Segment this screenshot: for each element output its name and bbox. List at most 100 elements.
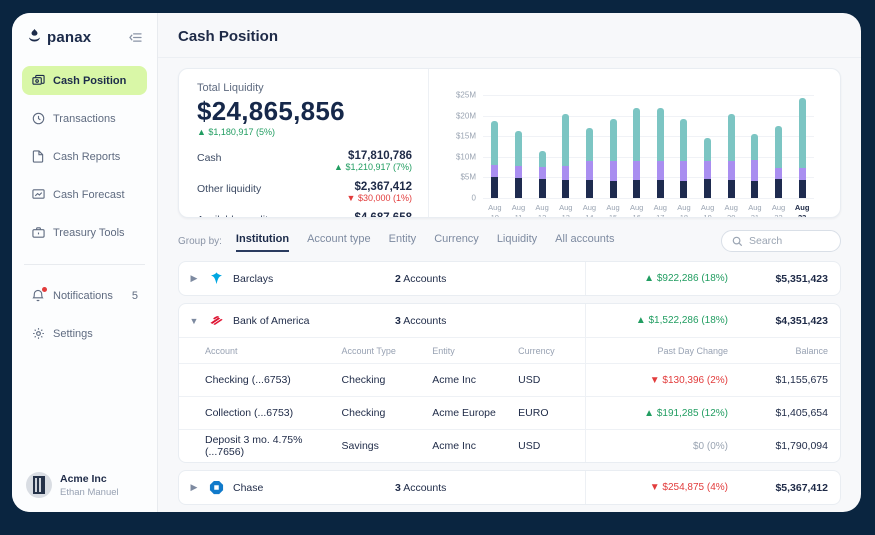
user-profile[interactable]: Acme Inc Ethan Manuel — [22, 472, 147, 498]
bar-segment-other-liquidity — [704, 160, 712, 180]
stacked-bar — [798, 97, 806, 198]
currency: USD — [518, 374, 541, 386]
bar-segment-cash — [727, 179, 735, 198]
chevron-right-icon[interactable]: ▶ — [190, 273, 198, 283]
col-currency: Currency — [518, 345, 555, 356]
col-account: Account — [205, 345, 238, 356]
bar-segment-available-credit — [538, 150, 546, 168]
balance: $1,155,675 — [775, 374, 828, 386]
bar-segment-other-liquidity — [491, 165, 499, 177]
row-label: Other liquidity — [197, 183, 262, 195]
bar-column — [767, 95, 791, 198]
chart-gridline — [483, 177, 814, 179]
row-delta: ▼ $30,000 (1%) — [346, 193, 412, 203]
tab-account-type[interactable]: Account type — [307, 233, 371, 245]
y-axis-tick-label: $5M — [460, 172, 476, 182]
sidebar-item-label: Cash Position — [53, 74, 127, 87]
stacked-bar — [680, 118, 688, 198]
bar-segment-cash — [609, 181, 617, 198]
bar-column — [648, 95, 672, 198]
stacked-bar — [538, 150, 546, 198]
bar-segment-available-credit — [609, 118, 617, 161]
bar-column — [507, 95, 531, 198]
stacked-bar — [751, 134, 759, 198]
sidebar-collapse-icon[interactable] — [129, 32, 142, 43]
groupby-label: Group by: — [178, 236, 222, 247]
balance: $5,351,423 — [775, 272, 828, 285]
bar-segment-other-liquidity — [798, 168, 806, 180]
tab-institution[interactable]: Institution — [235, 233, 290, 252]
transactions-icon — [31, 112, 45, 125]
currency: EURO — [518, 407, 549, 419]
table-row[interactable]: ▶ Chase 3 Accounts ▼ $254,875 (4%) $5,36… — [179, 471, 840, 504]
stacked-bar — [491, 120, 499, 198]
row-value: $17,810,786 — [348, 150, 412, 162]
chart-gridline — [483, 115, 814, 117]
sidebar-divider — [24, 264, 145, 265]
sidebar-item-label: Cash Reports — [53, 150, 121, 163]
sidebar-item-settings[interactable]: Settings — [22, 319, 147, 348]
past-day-change: ▲ $191,285 (12%) — [644, 407, 728, 419]
bar-segment-cash — [751, 181, 759, 198]
tab-entity[interactable]: Entity — [388, 233, 417, 245]
chart-gridline — [483, 156, 814, 158]
bell-icon — [31, 287, 47, 302]
past-day-change: $0 (0%) — [692, 440, 728, 452]
table-row[interactable]: ▶ Barclays 2 Accounts ▲ $922,286 (18%) $… — [179, 262, 840, 295]
bar-column — [672, 95, 696, 198]
account-name: Checking (...6753) — [205, 374, 291, 386]
search-box[interactable] — [721, 230, 841, 252]
table-row[interactable]: ▼ Bank of America 3 Accounts ▲ $1,522,28… — [179, 304, 840, 337]
x-axis-tick-label: Aug 19 — [700, 203, 715, 218]
tab-liquidity[interactable]: Liquidity — [496, 233, 538, 245]
y-axis-tick-label: $20M — [455, 111, 476, 121]
bar-segment-available-credit — [656, 107, 664, 161]
notification-dot — [42, 287, 47, 292]
chevron-right-icon[interactable]: ▶ — [190, 482, 198, 492]
accounts-count: 2 Accounts — [395, 272, 447, 285]
gear-icon — [31, 327, 45, 340]
bar-segment-cash — [538, 179, 546, 198]
account-row[interactable]: Checking (...6753) Checking Acme Inc USD… — [179, 363, 840, 396]
row-delta: ▲ $1,210,917 (7%) — [334, 162, 412, 172]
account-row[interactable]: Collection (...6753) Checking Acme Europ… — [179, 396, 840, 429]
x-axis-tick-label: Aug 16 — [629, 203, 644, 218]
sidebar-item-transactions[interactable]: Transactions — [22, 104, 147, 133]
bar-segment-other-liquidity — [562, 166, 570, 180]
bank-of-america-logo — [209, 313, 225, 329]
main-content: Cash Position Total Liquidity $24,865,85… — [158, 13, 861, 512]
chevron-down-icon[interactable]: ▼ — [189, 315, 199, 326]
search-input[interactable] — [749, 235, 830, 247]
account-name: Collection (...6753) — [205, 407, 294, 419]
groupby-tabs: Institution Account type Entity Currency… — [235, 233, 615, 252]
sidebar-item-label: Cash Forecast — [53, 188, 125, 201]
row-label: Cash — [197, 152, 222, 164]
sidebar-item-treasury-tools[interactable]: Treasury Tools — [22, 218, 147, 247]
col-balance: Balance — [795, 345, 828, 356]
chart-x-axis: Aug 10 Aug 11 Aug 12 Aug 13 Aug 14 Aug 15 Aug 16 Aug 17… — [483, 203, 814, 218]
tab-currency[interactable]: Currency — [434, 233, 479, 245]
user-company: Acme Inc — [60, 472, 107, 485]
sidebar-item-notifications[interactable]: Notifications 5 — [22, 281, 147, 310]
sidebar-item-cash-position[interactable]: Cash Position — [22, 66, 147, 95]
barclays-logo — [209, 271, 225, 287]
bank-icon — [31, 74, 45, 87]
account-row[interactable]: Deposit 3 mo. 4.75% (...7656) Savings Ac… — [179, 429, 840, 462]
summary-card: Total Liquidity $24,865,856 ▲ $1,180,917… — [178, 68, 841, 218]
x-axis-tick-label: Aug 10 — [488, 203, 502, 218]
sidebar-item-cash-reports[interactable]: Cash Reports — [22, 142, 147, 171]
entity: Acme Europe — [432, 407, 496, 419]
bar-column — [696, 95, 720, 198]
accounts-count: 3 Accounts — [395, 481, 447, 494]
bar-column — [719, 95, 743, 198]
group-card-chase: ▶ Chase 3 Accounts ▼ $254,875 (4%) $5,36… — [178, 470, 841, 505]
x-axis-tick-label: Aug 11 — [511, 203, 526, 218]
stacked-bar — [585, 127, 593, 198]
notifications-count: 5 — [131, 289, 138, 302]
bar-segment-other-liquidity — [727, 161, 735, 180]
sidebar-item-cash-forecast[interactable]: Cash Forecast — [22, 180, 147, 209]
x-axis-tick-label: Aug 22 — [771, 203, 786, 218]
tab-all-accounts[interactable]: All accounts — [555, 233, 615, 245]
bar-segment-other-liquidity — [633, 160, 641, 181]
bar-segment-cash — [514, 177, 522, 198]
